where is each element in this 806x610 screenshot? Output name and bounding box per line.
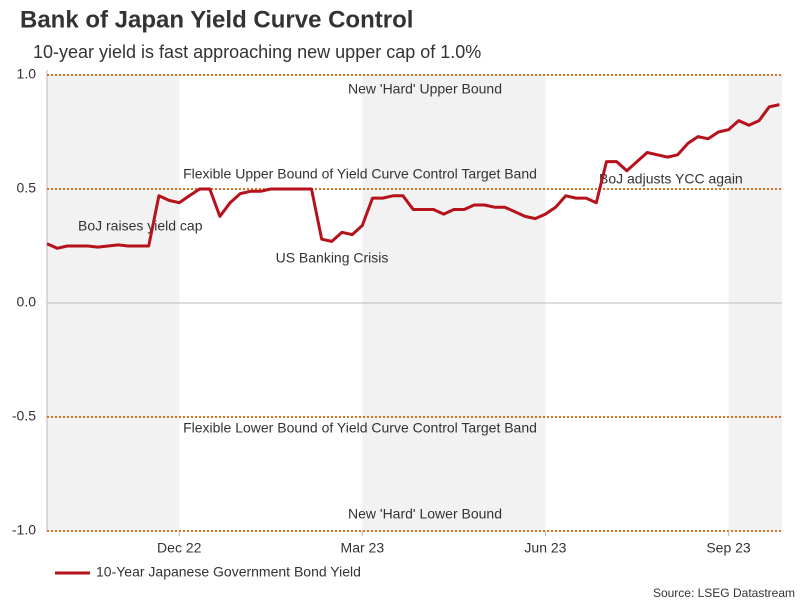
reference-label: New 'Hard' Lower Bound bbox=[348, 506, 502, 522]
legend-label: 10-Year Japanese Government Bond Yield bbox=[96, 564, 361, 580]
y-tick-label: 0.0 bbox=[17, 294, 37, 310]
reference-label: New 'Hard' Upper Bound bbox=[348, 81, 502, 97]
annotation: BoJ raises yield cap bbox=[78, 218, 203, 234]
x-tick-label: Jun 23 bbox=[524, 540, 566, 556]
chart-title: Bank of Japan Yield Curve Control bbox=[20, 6, 413, 33]
reference-label: Flexible Lower Bound of Yield Curve Cont… bbox=[183, 420, 537, 436]
source: Source: LSEG Datastream bbox=[653, 586, 795, 600]
annotation: BoJ adjusts YCC again bbox=[599, 171, 743, 187]
y-tick-label: -0.5 bbox=[12, 408, 36, 424]
y-tick-label: -1.0 bbox=[12, 522, 36, 538]
chart-subtitle: 10-year yield is fast approaching new up… bbox=[33, 42, 481, 62]
y-tick-label: 0.5 bbox=[17, 180, 37, 196]
reference-label: Flexible Upper Bound of Yield Curve Cont… bbox=[183, 166, 537, 182]
y-tick-label: 1.0 bbox=[17, 66, 37, 82]
series-line bbox=[46, 103, 780, 250]
x-tick-label: Dec 22 bbox=[157, 540, 202, 556]
x-tick-label: Sep 23 bbox=[706, 540, 751, 556]
x-tick-label: Mar 23 bbox=[341, 540, 385, 556]
annotation: US Banking Crisis bbox=[276, 250, 389, 266]
